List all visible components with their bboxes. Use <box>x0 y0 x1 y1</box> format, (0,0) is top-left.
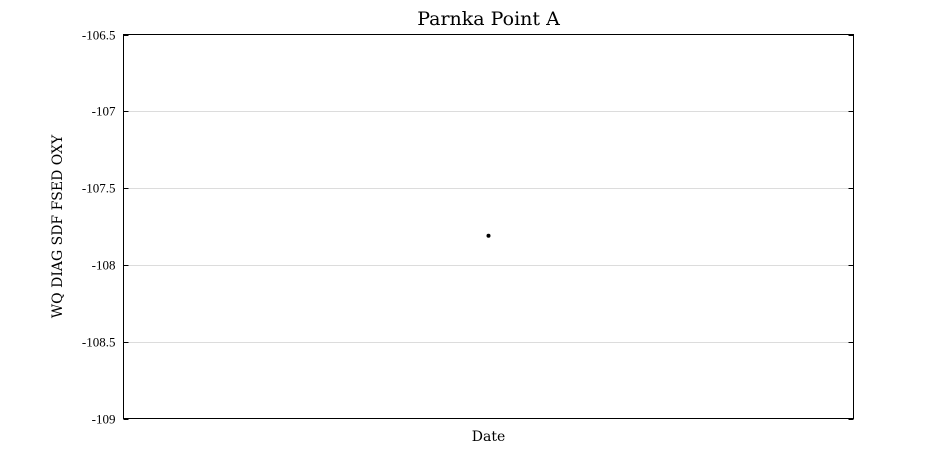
chart-title: Parnka Point A <box>417 8 560 30</box>
data-points <box>486 233 491 238</box>
y-tick-label: -108.5 <box>82 335 116 350</box>
plot-frame <box>123 34 854 419</box>
y-ticks: -106.5 -107 -107.5 -108 -108.5 -109 <box>82 28 854 427</box>
y-axis-label: WQ DIAG SDF FSED OXY <box>50 134 66 318</box>
y-tick-label: -109 <box>92 412 116 427</box>
data-point <box>486 233 491 238</box>
grid-lines <box>123 111 854 343</box>
y-tick-label: -108 <box>92 258 116 273</box>
y-tick-label: -107.5 <box>82 181 116 196</box>
x-axis-label: Date <box>472 429 505 445</box>
y-tick-label: -107 <box>92 104 116 119</box>
y-tick-label: -106.5 <box>82 28 116 43</box>
